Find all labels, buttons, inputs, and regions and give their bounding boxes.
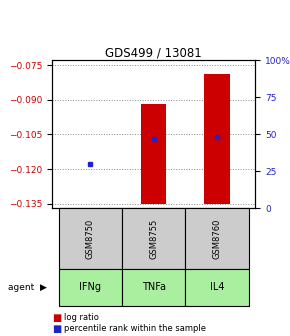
- Text: GSM8755: GSM8755: [149, 218, 158, 259]
- Text: GSM8760: GSM8760: [213, 218, 222, 259]
- Text: log ratio: log ratio: [64, 313, 99, 322]
- Text: IFNg: IFNg: [79, 282, 101, 292]
- Title: GDS499 / 13081: GDS499 / 13081: [105, 46, 202, 59]
- Text: TNFa: TNFa: [142, 282, 166, 292]
- Bar: [122, 208, 185, 269]
- Bar: [185, 208, 249, 269]
- Text: agent  ▶: agent ▶: [8, 283, 46, 292]
- Bar: [59, 208, 122, 269]
- Text: percentile rank within the sample: percentile rank within the sample: [64, 324, 206, 333]
- Text: ■: ■: [52, 312, 61, 323]
- Text: IL4: IL4: [210, 282, 224, 292]
- Bar: [141, 104, 166, 204]
- Bar: [204, 74, 230, 204]
- Bar: [185, 269, 249, 306]
- Text: GSM8750: GSM8750: [86, 218, 95, 259]
- Text: ■: ■: [52, 324, 61, 334]
- Bar: [59, 269, 122, 306]
- Bar: [122, 269, 185, 306]
